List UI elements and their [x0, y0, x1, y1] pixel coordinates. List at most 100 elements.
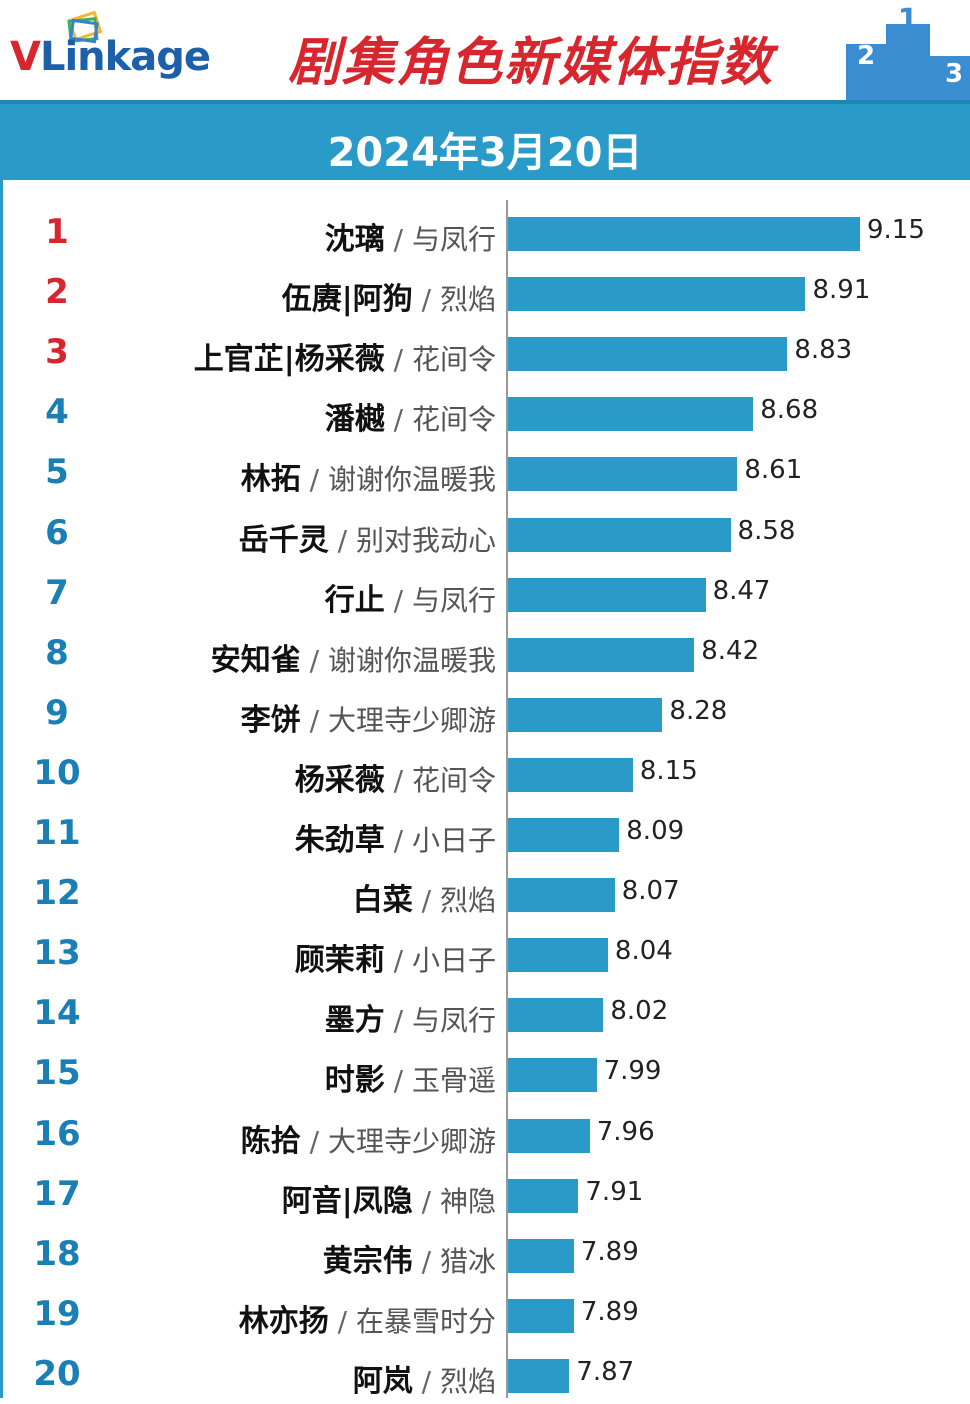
row-label: 黄宗伟 / 猎冰 — [100, 1236, 496, 1280]
bar — [508, 878, 615, 913]
drama-name: 花间令 — [411, 343, 496, 377]
row-label: 墨方 / 与凤行 — [100, 995, 496, 1039]
drama-name: 烈焰 — [439, 1364, 496, 1398]
row-label: 阿岚 / 烈焰 — [100, 1356, 496, 1400]
chart-row: 14 墨方 / 与凤行 8.02 — [0, 983, 970, 1043]
rank-number: 18 — [33, 1233, 81, 1274]
chart-row: 12 白菜 / 烈焰 8.07 — [0, 863, 970, 923]
separator: / — [384, 343, 412, 377]
value-label: 7.87 — [576, 1356, 635, 1387]
role-name: 陈拾 — [240, 1123, 301, 1159]
separator: / — [384, 583, 412, 617]
bar — [508, 1178, 579, 1213]
drama-name: 在暴雪时分 — [355, 1304, 496, 1338]
value-label: 8.09 — [626, 816, 685, 846]
role-name: 墨方 — [324, 1003, 385, 1039]
bar — [508, 757, 633, 792]
value-label: 8.02 — [610, 996, 669, 1027]
header: VLinkage 剧集角色新媒体指数 2 1 3 — [0, 0, 970, 100]
drama-name: 谢谢你温暖我 — [327, 463, 496, 497]
role-name: 顾茉莉 — [294, 943, 385, 979]
podium-number: 2 — [857, 41, 875, 71]
row-label: 岳千灵 / 别对我动心 — [100, 515, 496, 559]
value-label: 8.04 — [614, 936, 673, 967]
chart-row: 18 黄宗伟 / 猎冰 7.89 — [0, 1224, 970, 1284]
chart-row: 13 顾茉莉 / 小日子 8.04 — [0, 923, 970, 983]
role-name: 阿岚 — [352, 1363, 413, 1399]
row-label: 上官芷|杨采薇 / 花间令 — [100, 334, 496, 378]
bar — [508, 1238, 574, 1273]
drama-name: 花间令 — [411, 763, 496, 797]
rank-number: 10 — [33, 752, 81, 793]
vlinkage-logo: VLinkage — [10, 10, 220, 82]
chart-row: 17 阿音|凤隐 / 神隐 7.91 — [0, 1164, 970, 1224]
rank-number: 5 — [45, 452, 69, 493]
rank-number: 2 — [45, 272, 69, 313]
value-label: 8.83 — [794, 335, 853, 366]
separator: / — [328, 1304, 356, 1338]
chart-row: 20 阿岚 / 烈焰 7.87 — [0, 1344, 970, 1404]
bar — [508, 577, 706, 612]
value-label: 7.99 — [603, 1056, 662, 1087]
drama-name: 烈焰 — [439, 283, 496, 317]
role-name: 沈璃 — [324, 222, 385, 257]
chart-row: 10 杨采薇 / 花间令 8.15 — [0, 743, 970, 803]
separator: / — [412, 1244, 440, 1278]
role-name: 安知雀 — [210, 642, 301, 678]
podium-icon: 2 1 3 — [846, 6, 970, 100]
separator: / — [300, 643, 328, 677]
chart-row: 7 行止 / 与凤行 8.47 — [0, 563, 970, 623]
drama-name: 与凤行 — [411, 1004, 496, 1038]
chart-row: 1 沈璃 / 与凤行 9.15 — [0, 202, 970, 262]
row-label: 顾茉莉 / 小日子 — [100, 935, 496, 979]
row-label: 沈璃 / 与凤行 — [100, 214, 496, 258]
chart-row: 16 陈拾 / 大理寺少卿游 7.96 — [0, 1104, 970, 1164]
value-label: 8.47 — [712, 575, 771, 606]
drama-name: 别对我动心 — [355, 523, 496, 557]
role-name: 上官芷|杨采薇 — [193, 342, 385, 378]
value-label: 7.91 — [585, 1176, 644, 1207]
chart-row: 11 朱劲草 / 小日子 8.09 — [0, 803, 970, 863]
value-label: 8.28 — [669, 695, 728, 726]
bar — [508, 217, 860, 251]
value-label: 7.89 — [580, 1296, 639, 1327]
separator: / — [300, 703, 328, 737]
role-name: 杨采薇 — [294, 762, 385, 798]
drama-name: 大理寺少卿游 — [327, 1124, 496, 1158]
podium-number: 3 — [945, 59, 963, 89]
rank-number: 4 — [45, 392, 69, 433]
role-name: 阿音|凤隐 — [281, 1183, 413, 1219]
row-label: 陈拾 / 大理寺少卿游 — [100, 1116, 496, 1160]
drama-name: 猎冰 — [439, 1244, 496, 1278]
separator: / — [384, 403, 412, 437]
rank-number: 15 — [33, 1053, 81, 1094]
drama-name: 烈焰 — [439, 884, 496, 918]
drama-name: 大理寺少卿游 — [327, 703, 496, 737]
row-label: 白菜 / 烈焰 — [100, 875, 496, 919]
rank-number: 16 — [33, 1113, 81, 1154]
separator: / — [384, 1064, 412, 1098]
separator: / — [384, 824, 412, 857]
bar — [508, 457, 738, 492]
separator: / — [384, 944, 412, 978]
separator: / — [300, 463, 328, 497]
bar — [508, 697, 663, 732]
bar — [508, 938, 608, 973]
bar — [508, 998, 604, 1033]
logo-text: VLinkage — [10, 34, 211, 80]
rank-number: 13 — [33, 933, 81, 974]
separator: / — [412, 1364, 440, 1398]
row-label: 安知雀 / 谢谢你温暖我 — [100, 635, 496, 679]
drama-name: 谢谢你温暖我 — [327, 643, 496, 677]
role-name: 时影 — [324, 1063, 385, 1099]
row-label: 伍赓|阿狗 / 烈焰 — [100, 274, 496, 318]
chart-row: 4 潘樾 / 花间令 8.68 — [0, 382, 970, 442]
value-label: 8.15 — [639, 755, 698, 786]
value-label: 9.15 — [867, 215, 925, 245]
bar — [508, 818, 620, 852]
rank-number: 9 — [45, 692, 69, 733]
role-name: 白菜 — [352, 883, 413, 919]
bar — [508, 337, 788, 372]
row-label: 阿音|凤隐 / 神隐 — [100, 1176, 496, 1220]
